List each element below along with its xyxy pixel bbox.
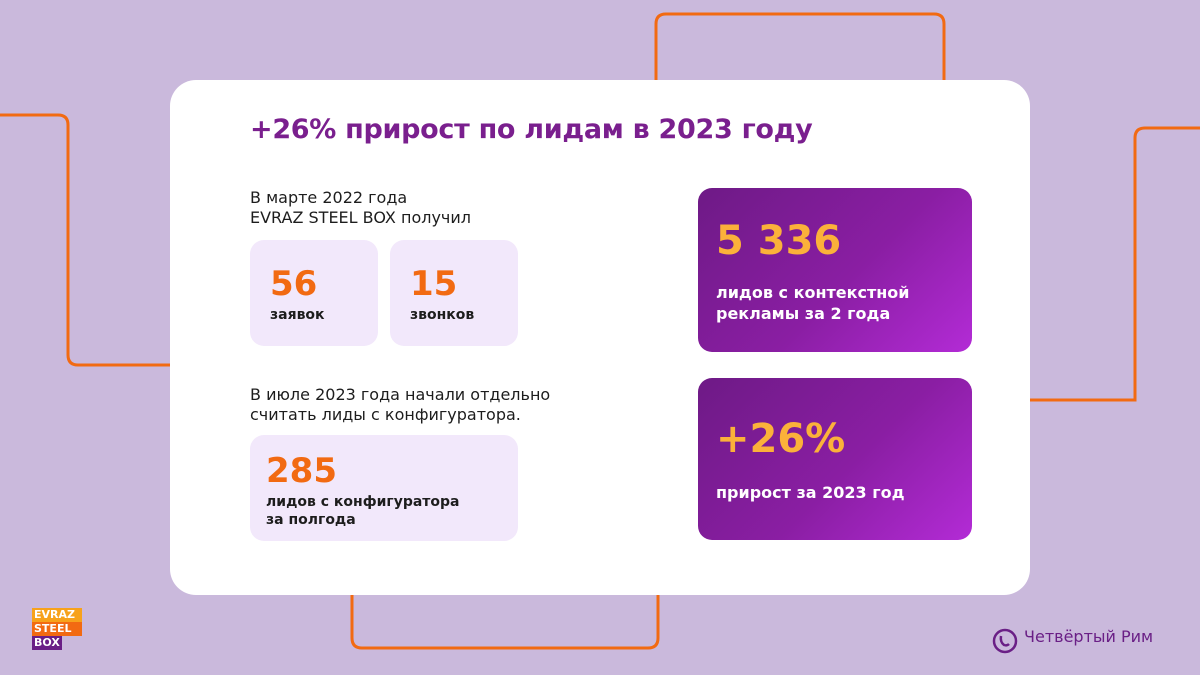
logo-line: BOX (32, 636, 62, 650)
stat-card: 15 звонков (390, 240, 518, 346)
stat-label: лидов с конфигуратора за полгода (266, 493, 460, 529)
brand-name: Четвёртый Рим (1024, 627, 1154, 646)
intro-line: EVRAZ STEEL BOX получил (250, 208, 471, 227)
logo: EVRAZ STEEL BOX (32, 608, 82, 650)
decor-line (0, 113, 200, 367)
label-line: лидов с контекстной (716, 283, 910, 302)
label-line: прирост за 2023 год (716, 483, 905, 502)
stat-number: 285 (266, 451, 337, 491)
stat-card: 56 заявок (250, 240, 378, 346)
brand-icon (992, 628, 1018, 654)
label-line: рекламы за 2 года (716, 304, 891, 323)
logo-line: STEEL (32, 622, 82, 636)
decor-line (1000, 126, 1200, 402)
highlight-card: +26% прирост за 2023 год (698, 378, 972, 540)
stat-card: 285 лидов с конфигуратора за полгода (250, 435, 518, 541)
intro-line: В июле 2023 года начали отдельно (250, 385, 551, 404)
stat-number: 56 (270, 264, 318, 304)
logo-line: EVRAZ (32, 608, 82, 622)
label-line: лидов с конфигуратора (266, 494, 460, 510)
highlight-number: 5 336 (716, 218, 842, 264)
stat-label: заявок (270, 307, 325, 323)
intro: В июле 2023 года начали отдельно считать… (250, 385, 550, 425)
intro: В марте 2022 года EVRAZ STEEL BOX получи… (250, 188, 471, 228)
highlight-label: прирост за 2023 год (716, 482, 905, 503)
intro-line: В марте 2022 года (250, 188, 408, 207)
label-line: за полгода (266, 512, 356, 528)
highlight-label: лидов с контекстной рекламы за 2 года (716, 282, 910, 324)
highlight-card: 5 336 лидов с контекстной рекламы за 2 г… (698, 188, 972, 352)
stat-label: звонков (410, 307, 475, 323)
decor-line (350, 570, 660, 650)
decor-line (654, 12, 946, 100)
highlight-number: +26% (716, 416, 846, 462)
intro-line: считать лиды с конфигуратора. (250, 405, 521, 424)
stat-number: 15 (410, 264, 458, 304)
title: +26% прирост по лидам в 2023 году (250, 114, 813, 145)
